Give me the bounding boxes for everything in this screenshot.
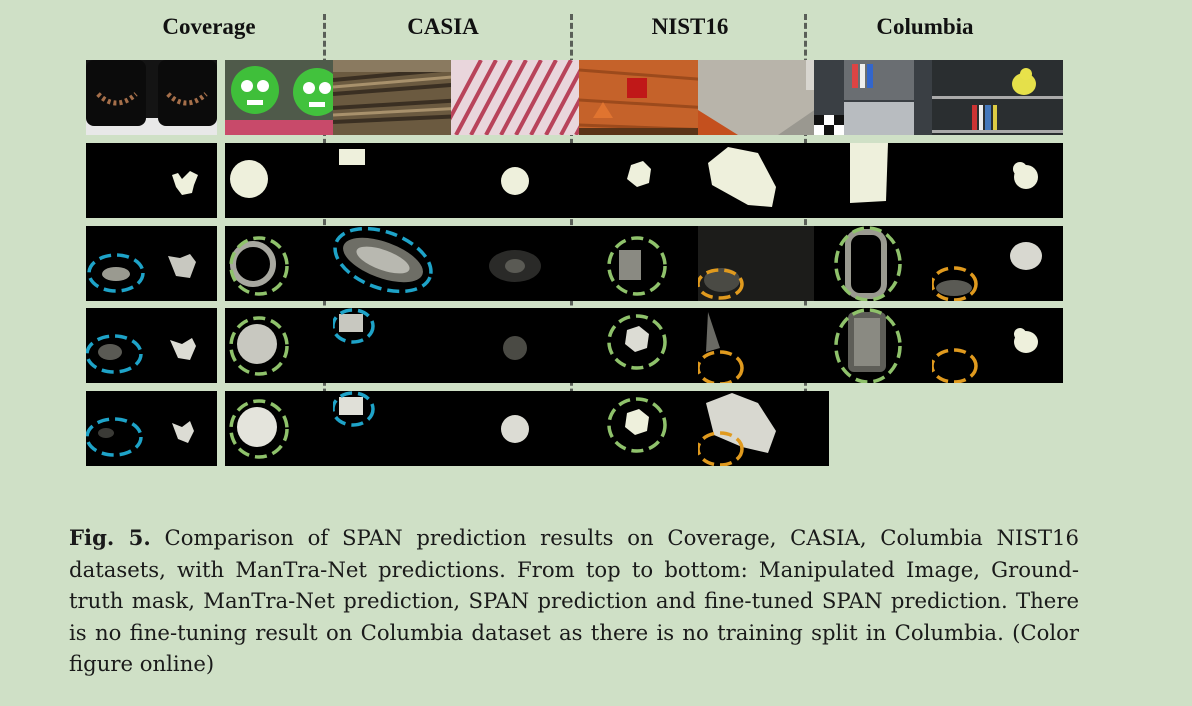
mask-coverage-1 [86, 143, 217, 218]
mantranet-coverage-1 [86, 226, 217, 301]
image-casia-1 [333, 60, 464, 135]
image-columbia-2 [932, 60, 1063, 135]
span-columbia-2 [932, 308, 1063, 383]
mask-nist16-1 [579, 143, 710, 218]
mantranet-nist16-2 [698, 226, 829, 301]
mantranet-casia-1 [333, 226, 464, 301]
span-columbia-1 [814, 308, 945, 383]
column-title-nist16: NIST16 [651, 14, 729, 39]
mantranet-columbia-2 [932, 226, 1063, 301]
image-nist16-1 [579, 60, 710, 135]
mask-casia-1 [333, 143, 464, 218]
finetuned-coverage-1 [86, 391, 217, 466]
span-casia-2 [451, 308, 582, 383]
column-title-coverage: Coverage [162, 14, 256, 39]
mantranet-nist16-1 [579, 226, 710, 301]
column-title-columbia: Columbia [876, 14, 974, 39]
mask-columbia-1 [814, 143, 945, 218]
mask-casia-2 [451, 143, 582, 218]
caption-label: Fig. 5. [69, 525, 151, 550]
image-coverage-1 [86, 60, 217, 135]
finetuned-casia-2 [451, 391, 582, 466]
span-nist16-1 [579, 308, 710, 383]
comparison-figure: Coverage CASIA NIST16 Columbia [86, 14, 1063, 466]
finetuned-casia-1 [333, 391, 464, 466]
column-title-casia: CASIA [407, 14, 479, 39]
mantranet-casia-2 [451, 226, 582, 301]
mask-nist16-2 [698, 143, 829, 218]
image-columbia-1 [814, 60, 945, 135]
image-nist16-2 [698, 60, 829, 135]
finetuned-nist16-1 [579, 391, 710, 466]
span-nist16-2 [698, 308, 829, 383]
mask-columbia-2 [932, 143, 1063, 218]
span-casia-1 [333, 308, 464, 383]
figure-caption: Fig. 5. Comparison of SPAN prediction re… [69, 522, 1079, 680]
finetuned-nist16-2 [698, 391, 829, 466]
span-coverage-1 [86, 308, 217, 383]
image-casia-2 [451, 60, 582, 135]
mantranet-columbia-1 [814, 226, 945, 301]
caption-text: Comparison of SPAN prediction results on… [69, 525, 1079, 676]
